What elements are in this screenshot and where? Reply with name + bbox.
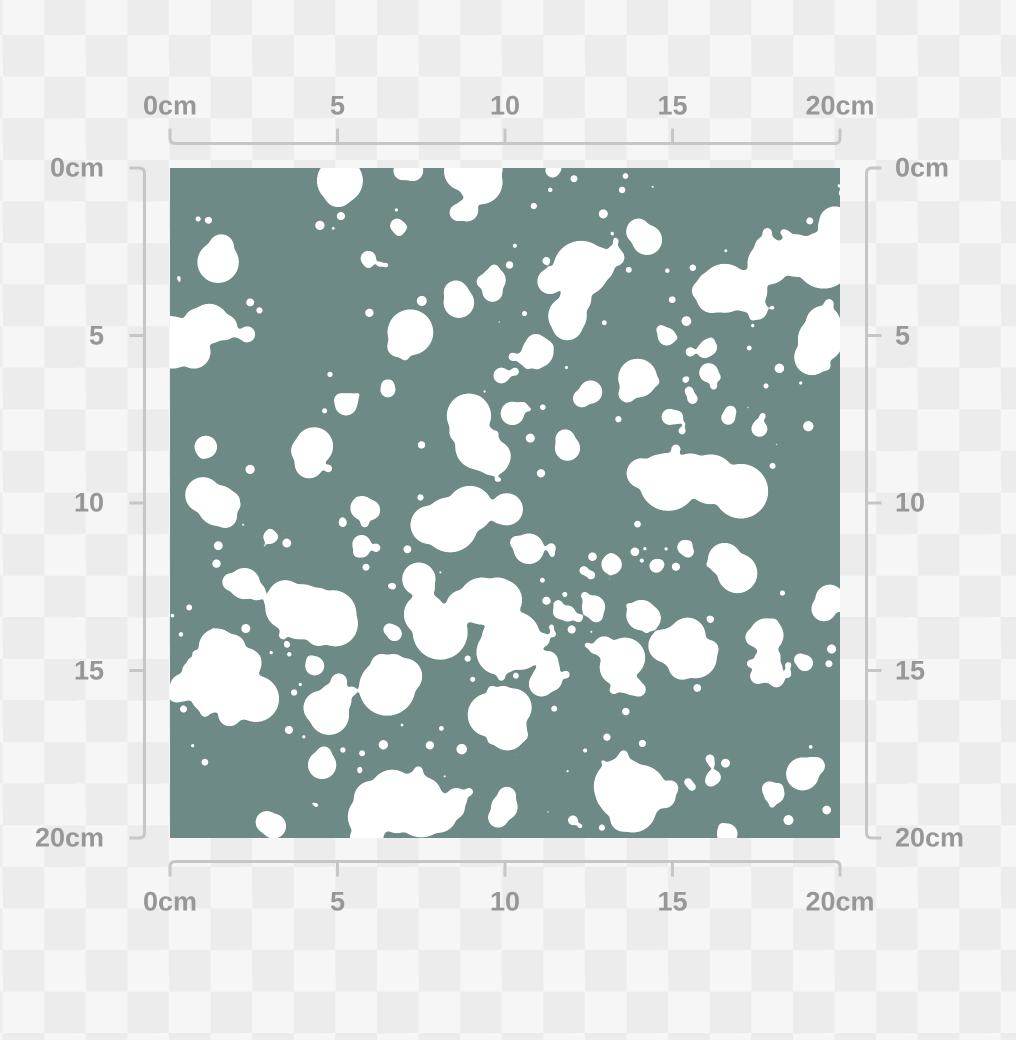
ruler-tick-label: 15	[657, 90, 688, 121]
ruler-tick-label: 20cm	[805, 90, 875, 121]
pattern-preview-canvas	[170, 168, 840, 838]
ruler-tick-label: 5	[329, 90, 346, 121]
ruler-tick-label: 0cm	[895, 152, 950, 183]
right-ruler-scale	[864, 166, 881, 840]
ruler-tick-label: 20cm	[34, 822, 104, 853]
ruler-tick-label: 0cm	[49, 152, 104, 183]
ruler-tick-label: 15	[895, 655, 926, 685]
ruler-tick-label: 15	[73, 655, 104, 685]
ruler-tick-label: 10	[489, 90, 521, 121]
ruler-tick-label: 20cm	[805, 886, 875, 917]
ruler-tick-label: 10	[895, 487, 926, 518]
top-ruler-scale	[168, 128, 842, 145]
ruler-tick-label: 15	[657, 886, 688, 917]
ruler-tick-label: 5	[329, 886, 346, 917]
ruler-tick-label: 10	[489, 886, 521, 917]
pattern-splat-layer	[170, 168, 840, 838]
left-ruler-scale	[129, 166, 146, 840]
ruler-tick-label: 5	[895, 320, 911, 350]
ruler-tick-label: 10	[73, 487, 104, 518]
bottom-ruler-scale	[168, 860, 842, 877]
ruler-tick-label: 5	[88, 320, 104, 350]
ruler-tick-label: 0cm	[142, 886, 198, 917]
ruler-tick-label: 0cm	[142, 90, 198, 121]
ruler-tick-label: 20cm	[895, 822, 965, 853]
splatter-pattern	[170, 168, 840, 838]
